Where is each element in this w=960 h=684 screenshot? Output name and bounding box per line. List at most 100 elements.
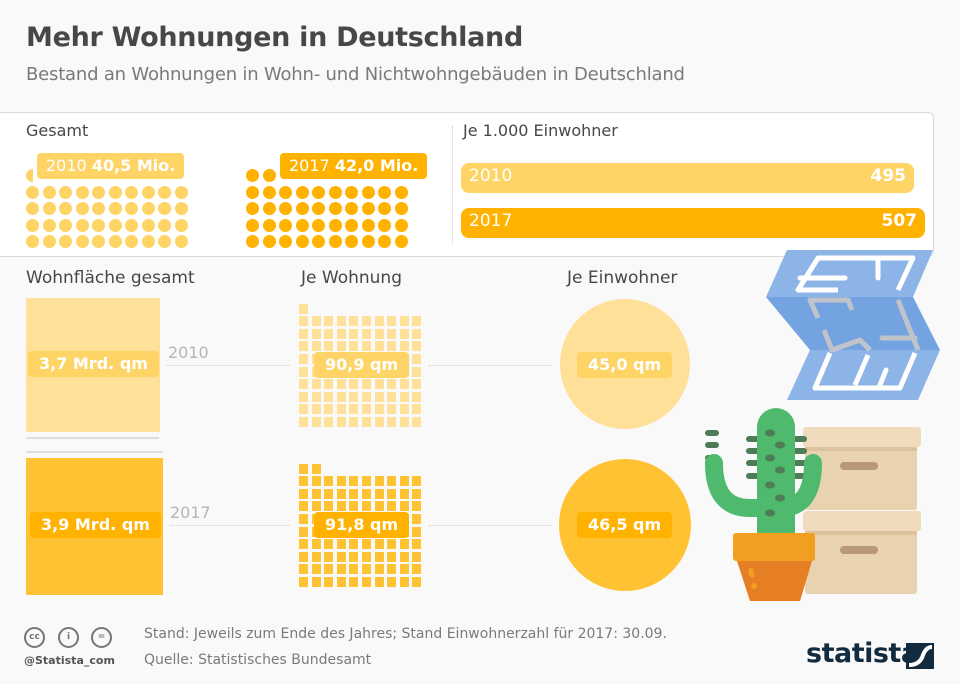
pictogram-square [362,539,371,550]
pictogram-square [412,391,422,402]
pictogram-dot [378,218,391,232]
pictogram-dot [262,202,276,215]
attribution-icon: i [58,627,79,648]
pictogram-square [387,539,397,550]
pictogram-square [311,488,321,499]
statista-handle[interactable]: @Statista_com [24,654,115,667]
pictogram-square [324,316,334,327]
footer-note: Stand: Jeweils zum Ende des Jahres; Stan… [144,626,667,642]
pictogram-square [412,514,422,524]
pictogram-dot [42,185,56,199]
pictogram-dot [92,235,105,248]
bar-je1000-2017: 2017 507 [461,208,925,238]
je-wohnung-2010-value: 90,9 qm [314,352,410,378]
pictogram-square [374,501,384,512]
pictogram-square [311,417,321,427]
cactus-icon [705,408,822,601]
pictogram-square [311,551,321,562]
pictogram-dot [108,218,122,232]
cc-license-icon: cc [24,627,45,648]
pictogram-square [299,564,308,575]
pictogram-dot [59,235,72,248]
statista-logo-text: statista [806,638,919,669]
pictogram-square [324,501,334,512]
bar-2010-value: 495 [870,166,907,186]
pictogram-square [349,501,359,512]
pictogram-dot [361,235,375,248]
pictogram-square [336,417,346,427]
pictogram-square [349,551,359,562]
pictogram-dot [279,235,292,248]
pictogram-dot [75,218,89,232]
pictogram-square [412,379,422,390]
pictogram-dot [174,218,188,232]
pictogram-square [374,417,384,427]
pictogram-square [374,564,384,575]
pictogram-square [412,328,422,339]
pictogram-square [311,539,321,550]
pictogram-dot [26,202,39,215]
pictogram-square [299,463,308,474]
pictogram-dot [246,202,259,215]
pictogram-dot [361,185,375,199]
gesamt-2017-label: 2017 42,0 Mio. [280,153,428,179]
pictogram-dot [141,218,155,232]
pictogram-square [387,417,397,427]
pictogram-dot [42,218,56,232]
pictogram-dot [26,185,39,199]
je-wohnung-2017-value: 91,8 qm [314,512,410,538]
bar-2010-year: 2010 [469,166,513,186]
pictogram-square [299,488,308,499]
pictogram-dot [378,202,391,215]
pictogram-dot [279,202,292,215]
statista-logo[interactable]: statista [806,638,919,669]
pictogram-square [399,551,409,562]
panel-divider [452,126,453,244]
pictogram-square [324,341,334,352]
pictogram-square [412,341,422,352]
pictogram-square [387,488,397,499]
pictogram-square [387,551,397,562]
pictogram-dot [75,235,89,248]
je-einwohner-2010-value: 45,0 qm [577,352,673,378]
pictogram-square [362,417,371,427]
connector-2010-b [429,365,551,366]
pictogram-square [387,577,397,587]
pictogram-square [336,391,346,402]
pictogram-dot [262,235,276,248]
pictogram-square [387,379,397,390]
gesamt-2017-value: 42,0 Mio. [334,156,419,175]
pictogram-square [324,328,334,339]
pictogram-square [362,488,371,499]
pictogram-dot [158,235,171,248]
pictogram-square [311,476,321,487]
pictogram-square [299,404,308,415]
pictogram-dot [295,185,309,199]
pictogram-square [299,354,308,364]
pictogram-square [336,539,346,550]
pictogram-square [412,404,422,415]
pictogram-dot [246,218,259,232]
pictogram-square [412,564,422,575]
pictogram-dot [394,202,408,215]
pictogram-dot [141,202,155,215]
pictogram-square [324,539,334,550]
pictogram-dot [92,218,105,232]
pictogram-square [412,501,422,512]
pictogram-square [374,316,384,327]
pictogram-square [299,501,308,512]
pictogram-square [324,551,334,562]
no-derivatives-icon: = [91,627,112,648]
pictogram-square [387,476,397,487]
pictogram-square [311,501,321,512]
pictogram-dot [125,202,138,215]
pictogram-square [399,417,409,427]
pictogram-square [299,379,308,390]
pictogram-dot [345,235,358,248]
pictogram-dot [141,235,155,248]
pictogram-square [412,488,422,499]
pictogram-square [387,391,397,402]
pictogram-square [399,488,409,499]
pictogram-square [311,391,321,402]
pictogram-square [324,391,334,402]
